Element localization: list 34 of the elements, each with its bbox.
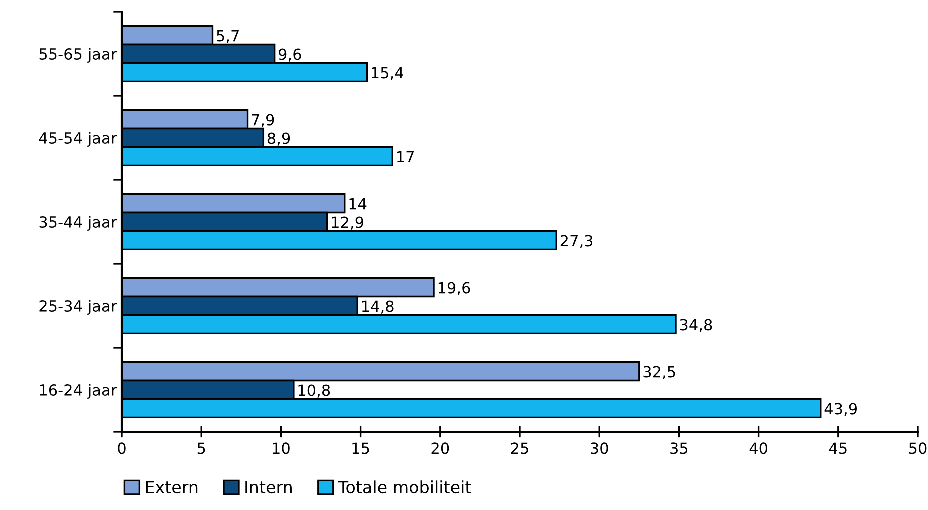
x-tick-label: 10 [273, 442, 290, 454]
legend-label: Intern [246, 481, 292, 494]
y-tick-label: 35-44 jaar [40, 216, 118, 231]
data-label: 34,8 [680, 319, 712, 332]
data-label: 17 [398, 151, 414, 163]
legend-label: Totale mobiliteit [338, 480, 472, 494]
data-label: 14,8 [362, 300, 394, 314]
x-tick-label: 25 [511, 442, 528, 454]
data-label: 10,8 [298, 384, 330, 398]
y-tick-label: 55-65 jaar [40, 48, 118, 63]
y-tick-label: 45-54 jaar [39, 132, 118, 147]
x-tick-label: 40 [750, 442, 768, 454]
x-tick-label: 15 [352, 442, 370, 454]
y-tick-label: 25-34 jaar [40, 300, 118, 315]
data-label: 14 [350, 198, 367, 210]
data-label: 19,6 [438, 282, 470, 296]
legend-label: Extern [146, 481, 198, 494]
x-tick-label: 30 [591, 442, 608, 454]
data-label: 32,5 [644, 366, 676, 380]
x-tick-label: 20 [432, 442, 450, 454]
data-label: 43,9 [824, 403, 858, 416]
data-label: 8,9 [268, 132, 290, 146]
data-label: 27,3 [560, 235, 593, 248]
data-label: 9,6 [278, 48, 302, 62]
y-tick-label: 16-24 jaar [40, 384, 118, 399]
data-label: 12,9 [332, 216, 364, 230]
x-tick-label: 5 [198, 442, 206, 454]
data-label: 5,7 [217, 30, 239, 44]
x-tick-label: 50 [909, 442, 927, 454]
x-tick-label: 35 [670, 442, 688, 454]
data-label: 15,4 [372, 67, 404, 80]
x-tick-label: 0 [118, 442, 126, 454]
x-tick-label: 45 [829, 442, 847, 454]
data-label: 7,9 [252, 114, 274, 128]
